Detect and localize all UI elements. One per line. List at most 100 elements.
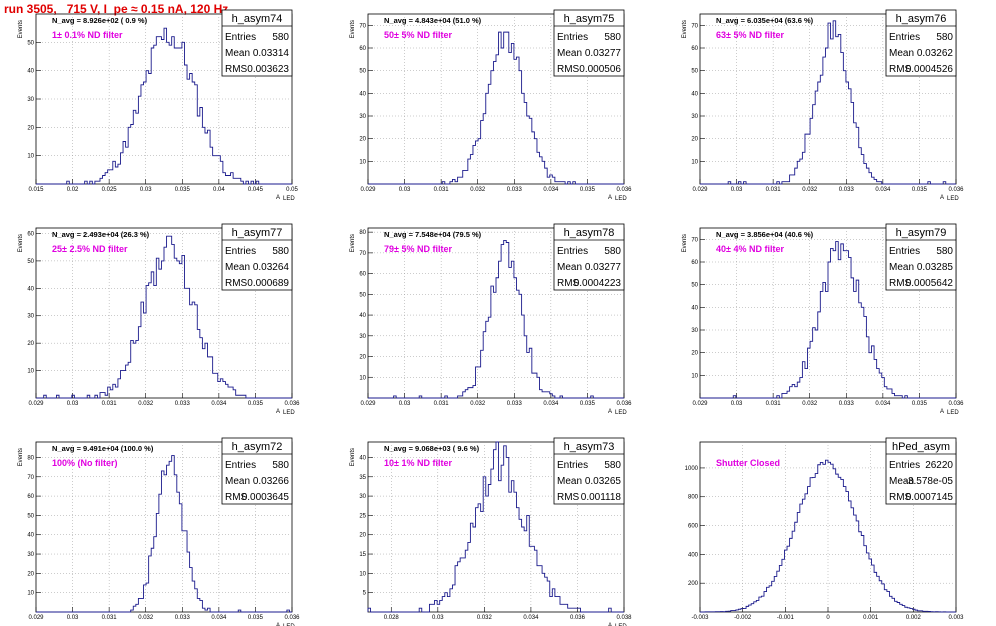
filter-label: 100% (No filter) [52, 458, 118, 468]
histogram-panel-h_asym78: 0.029 0.03 0.031 0.032 0.033 0.034 0.035 0.036 1… [350, 223, 632, 416]
y-tick-label: 40 [27, 286, 34, 292]
histogram-line [700, 459, 956, 613]
plot-frame [35, 441, 293, 613]
y-tick-label: 10 [359, 375, 366, 381]
y-tick-label: 10 [691, 373, 698, 379]
histogram-line [36, 27, 292, 185]
x-tick-label: -0.001 [777, 615, 795, 621]
stat-rms-value: 0.0004526 [906, 64, 954, 75]
y-tick-label: 15 [359, 552, 366, 558]
n-avg-label: N_avg = 4.843e+04 (51.0 %) [384, 16, 482, 25]
y-axis-label: Events [350, 20, 356, 38]
stat-entries-value: 26220 [925, 460, 953, 471]
x-tick-label: 0.03 [67, 401, 79, 407]
stat-rms-value: 0.0007145 [906, 492, 954, 503]
x-tick-label: 0.029 [692, 401, 708, 407]
y-tick-label: 50 [27, 513, 34, 519]
x-tick-label: 0.03 [399, 401, 411, 407]
stat-box: h_asym79 Entries 580 Mean 0.03285 RMS0.000564… [885, 223, 957, 291]
y-tick-label: 20 [691, 351, 698, 357]
y-tick-label: 35 [359, 475, 366, 481]
stat-entries-value: 580 [272, 246, 289, 257]
filter-label: 50± 5% ND filter [384, 30, 452, 40]
x-tick-label: 0.035 [912, 401, 928, 407]
y-tick-label: 30 [359, 114, 366, 120]
x-tick-label: 0.031 [102, 615, 118, 621]
n-avg-label: N_avg = 9.068e+03 ( 9.6 %) [384, 444, 480, 453]
y-tick-label: 600 [688, 524, 699, 530]
stat-rms-label: RMS [557, 278, 580, 289]
y-tick-label: 30 [359, 334, 366, 340]
stat-box-title: h_asym75 [564, 13, 615, 25]
stat-box: hPed_asym Entries 26220 Mean-3.578e-05 RMS0.… [885, 437, 957, 505]
histogram-panel-h_asym75: 0.029 0.03 0.031 0.032 0.033 0.034 0.035 0.036 1… [350, 9, 632, 202]
stat-mean-value: 0.03265 [585, 476, 622, 487]
y-axis-label: Events [682, 234, 688, 252]
stat-entries-value: 580 [604, 246, 621, 257]
y-tick-label: 20 [359, 355, 366, 361]
stat-rms-value: 0.0004223 [574, 278, 622, 289]
y-tick-label: 30 [691, 114, 698, 120]
x-tick-label: 0.001 [863, 615, 879, 621]
x-tick-label: 0.032 [802, 187, 818, 193]
y-tick-label: 20 [27, 571, 34, 577]
filter-label: 79± 5% ND filter [384, 244, 452, 254]
stat-mean-value: -3.578e-05 [905, 476, 954, 487]
stat-entries-value: 580 [272, 32, 289, 43]
stat-box: h_asym75 Entries 580 Mean 0.03277 RMS 0.000506 [553, 9, 625, 77]
stat-box: h_asym72 Entries 580 Mean 0.03266 RMS0.000364… [221, 437, 293, 505]
stat-box: h_asym78 Entries 580 Mean 0.03277 RMS0.000422… [553, 223, 625, 291]
histogram-panel-h_asym79: 0.029 0.03 0.031 0.032 0.033 0.034 0.035 0.036 1… [682, 223, 964, 416]
x-tick-label: 0.033 [175, 615, 191, 621]
y-tick-label: 40 [359, 313, 366, 319]
stat-mean-label: Mean [225, 262, 250, 273]
stat-entries-label: Entries [889, 246, 920, 257]
y-tick-label: 70 [359, 251, 366, 257]
stat-entries-label: Entries [225, 460, 256, 471]
filter-label: 25± 2.5% ND filter [52, 244, 128, 254]
y-tick-label: 30 [27, 97, 34, 103]
y-tick-label: 60 [27, 231, 34, 237]
y-tick-label: 40 [359, 455, 366, 461]
x-tick-label: 0.036 [616, 401, 632, 407]
x-tick-label: 0.036 [948, 187, 964, 193]
x-tick-label: 0.033 [507, 401, 523, 407]
x-tick-label: 0.031 [766, 401, 782, 407]
filter-label: 10± 1% ND filter [384, 458, 452, 468]
stat-entries-value: 580 [936, 32, 953, 43]
histogram-line [36, 455, 292, 613]
x-tick-label: 0.03 [731, 401, 743, 407]
plot-frame [35, 227, 293, 399]
stat-rms-label: RMS [225, 278, 248, 289]
plot-frame [699, 227, 957, 399]
y-tick-label: 50 [691, 69, 698, 75]
y-tick-label: 30 [27, 314, 34, 320]
y-tick-label: 40 [27, 69, 34, 75]
y-axis-label: Events [18, 448, 24, 466]
x-tick-label: 0.032 [470, 401, 486, 407]
x-tick-label: 0.03 [67, 615, 79, 621]
x-axis-sublabel: LED [615, 196, 627, 202]
y-tick-label: 70 [691, 237, 698, 243]
stat-entries-label: Entries [225, 32, 256, 43]
y-tick-label: 10 [359, 159, 366, 165]
x-tick-label: 0.032 [802, 401, 818, 407]
stat-rms-value: 0.003623 [247, 64, 289, 75]
x-axis-label: A [276, 195, 280, 201]
histogram-line [368, 239, 624, 399]
n-avg-label: N_avg = 7.548e+04 (79.5 %) [384, 230, 482, 239]
stat-entries-label: Entries [889, 32, 920, 43]
stat-box: h_asym77 Entries 580 Mean 0.03264 RMS 0.000689 [221, 223, 293, 291]
stat-entries-value: 580 [936, 246, 953, 257]
x-tick-label: 0.032 [138, 401, 154, 407]
stat-mean-label: Mean [557, 262, 582, 273]
y-axis-label: Events [350, 448, 356, 466]
y-tick-label: 50 [359, 292, 366, 298]
x-tick-label: 0.032 [138, 615, 154, 621]
y-tick-label: 50 [359, 69, 366, 75]
x-tick-label: 0.034 [211, 615, 227, 621]
x-tick-label: 0.04 [213, 187, 225, 193]
stat-entries-value: 580 [604, 460, 621, 471]
x-tick-label: 0.015 [28, 187, 44, 193]
y-tick-label: 40 [27, 533, 34, 539]
